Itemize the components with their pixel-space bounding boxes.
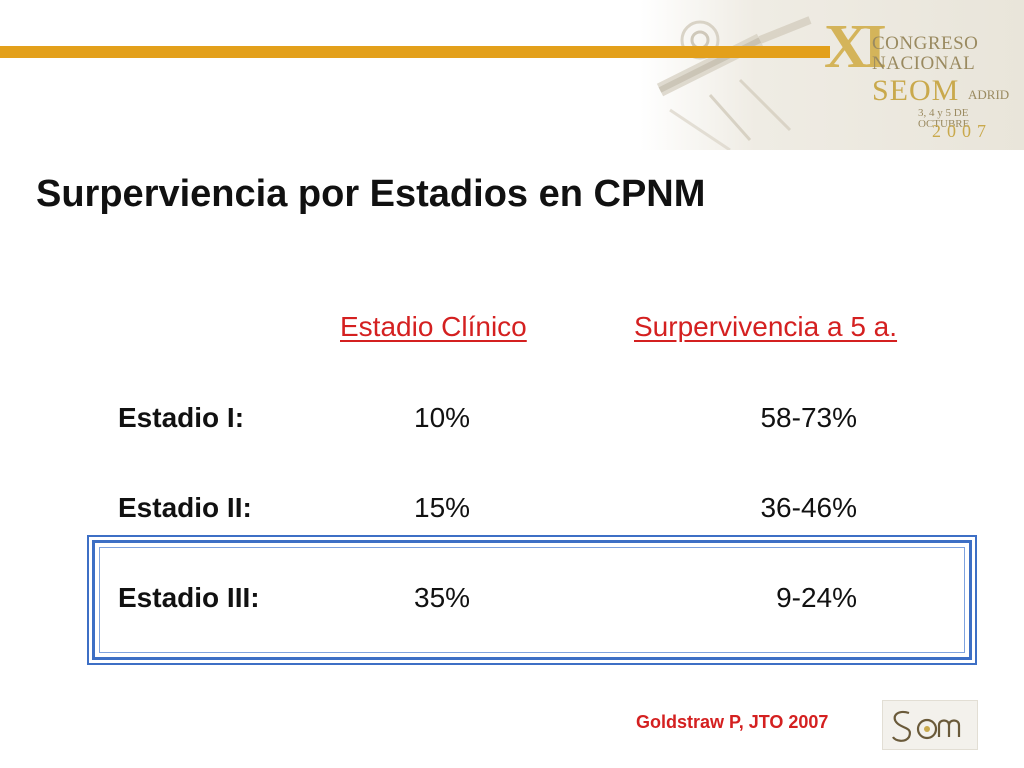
header-accent-bar [0,46,830,58]
survival-value: 9-24% [776,582,857,613]
stage-percent: 15% [414,492,471,523]
table-row: Estadio II: 15% 36-46% [0,488,1024,528]
stage-percent: 10% [414,402,471,433]
congress-logo: XI CONGRESO NACIONAL SEOM ADRID 3, 4 y 5… [820,13,1020,143]
telescope-illustration [656,16,812,150]
logo-nacional: NACIONAL [872,53,976,74]
table-row: Estadio I: 10% 58-73% [0,398,1024,438]
highlight-frame-inner [99,547,965,653]
logo-congreso: CONGRESO [872,33,979,54]
column-header-survival: Surpervivencia a 5 a. [634,311,898,342]
logo-roman-numeral: XI [824,13,887,81]
logo-city: ADRID [968,87,1010,102]
stage-percent: 35% [414,582,471,613]
stage-label: Estadio I: [118,402,245,433]
stage-label: Estadio III: [118,582,260,613]
column-header-stage: Estadio Clínico [340,311,527,342]
stage-label: Estadio II: [118,492,252,523]
citation: Goldstraw P, JTO 2007 [636,712,829,732]
highlight-frame [87,535,977,665]
seom-logo-icon [882,700,978,750]
table-row: Estadio III: 35% 9-24% [0,578,1024,618]
survival-value: 36-46% [760,492,857,523]
survival-value: 58-73% [760,402,857,433]
logo-dates: 3, 4 y 5 DE OCTUBRE [918,107,970,130]
logo-seom: SEOM [872,74,960,107]
logo-year: 2007 [932,121,992,141]
slide-title: Surperviencia por Estadios en CPNM [36,173,706,215]
